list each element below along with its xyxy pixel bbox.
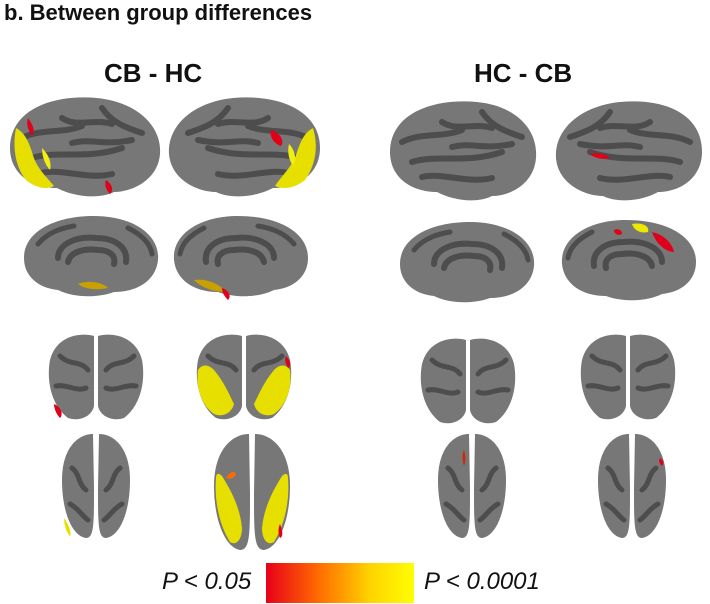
hccb-ventral-brain [424, 428, 520, 544]
hccb-left-lateral-brain [382, 92, 542, 210]
legend-low-label: P < 0.05 [162, 568, 252, 595]
hccb-ventral-brain-right [584, 428, 680, 544]
hccb-posterior-brain-right [572, 326, 684, 426]
group-title-cb-hc: CB - HC [104, 58, 203, 88]
group-title-hc-cb: HC - CB [474, 58, 573, 88]
figure-heading: b. Between group differences [4, 0, 313, 25]
hccb-posterior-brain [412, 330, 524, 430]
cbhc-posterior-brain-right [188, 326, 300, 426]
hccb-right-lateral-brain [550, 92, 708, 208]
hccb-left-medial-brain [394, 214, 542, 310]
hccb-right-medial-brain [554, 212, 702, 310]
cbhc-left-lateral-brain [2, 88, 167, 206]
p-value-colorbar [266, 563, 414, 603]
cbhc-right-lateral-brain [163, 88, 328, 206]
legend-high-label: P < 0.0001 [424, 568, 540, 595]
cbhc-ventral-brain [48, 428, 144, 544]
cbhc-right-medial-brain [166, 208, 314, 304]
cbhc-posterior-brain [40, 326, 152, 426]
cbhc-ventral-brain-right [200, 428, 304, 556]
cbhc-left-medial-brain [18, 208, 166, 304]
